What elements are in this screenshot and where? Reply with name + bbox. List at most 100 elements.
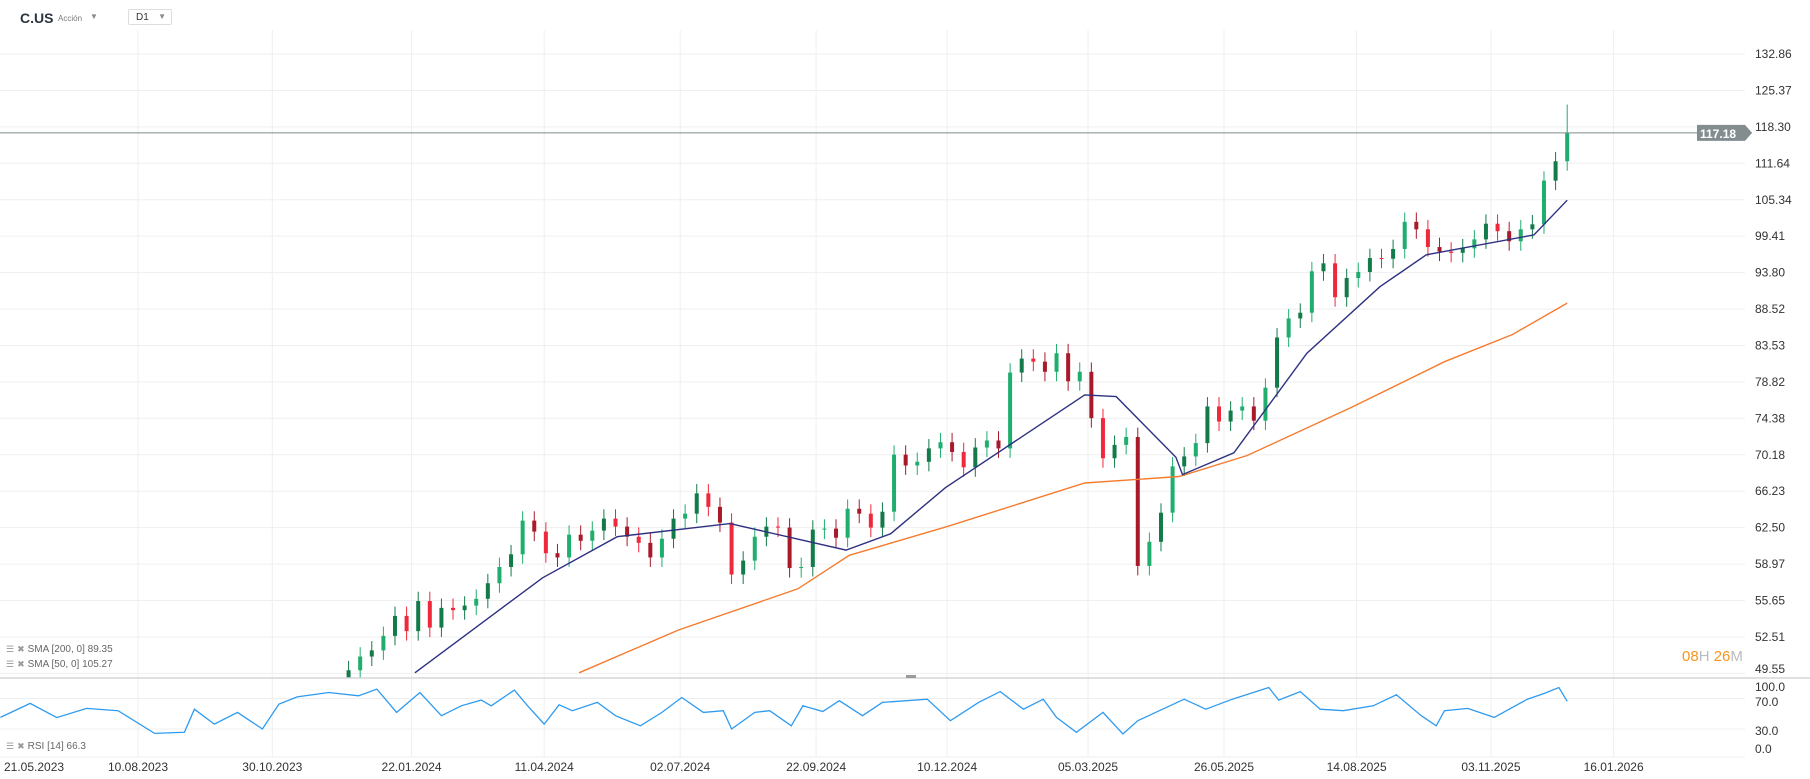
rsi-tick-label: 0.0 [1755, 742, 1772, 756]
candle-up [938, 442, 943, 449]
date-tick-label: 02.07.2024 [650, 760, 710, 774]
candle-countdown: 08H 26M [1682, 648, 1743, 665]
countdown-hours: 08 [1682, 648, 1699, 665]
date-tick-label: 30.10.2023 [242, 760, 302, 774]
candles [346, 104, 1570, 678]
timeframe-select[interactable]: D1 ▼ [128, 9, 172, 25]
candle-down [578, 534, 583, 541]
price-tick-label: 49.55 [1755, 662, 1785, 676]
candle-down [1251, 406, 1256, 421]
candle-down [1333, 263, 1338, 298]
candle-down [1217, 406, 1222, 422]
candle-up [1193, 443, 1198, 457]
price-tick-label: 125.37 [1755, 83, 1792, 97]
timeframe-value: D1 [136, 12, 149, 23]
candle-up [1565, 132, 1570, 162]
candle-down [1135, 436, 1140, 566]
date-tick-label: 11.04.2024 [515, 760, 574, 774]
close-icon[interactable]: ✖ [17, 741, 25, 751]
candle-up [1158, 512, 1163, 542]
candle-up [1460, 248, 1465, 253]
candle-up [474, 598, 479, 606]
price-axis: 132.86 125.37 118.30 111.64 105.34 99.41 93.80… [1755, 47, 1792, 676]
candle-down [1437, 247, 1442, 252]
candle-down [1379, 258, 1384, 260]
legend-sma200[interactable]: ☰ ✖ SMA [200, 0] 89.35 [6, 644, 113, 655]
last-price-label: 117.18 [1700, 127, 1736, 141]
symbol-title[interactable]: C.US [20, 10, 54, 26]
candle-up [845, 508, 850, 538]
candle-down [961, 451, 966, 468]
settings-icon[interactable]: ☰ [6, 659, 15, 669]
caret-down-icon[interactable]: ▼ [90, 12, 98, 21]
settings-icon[interactable]: ☰ [6, 741, 15, 751]
close-icon[interactable]: ✖ [17, 644, 25, 654]
candle-down [1031, 358, 1036, 362]
candle-down [543, 531, 548, 554]
candle-down [1414, 221, 1419, 230]
candle-up [485, 583, 490, 599]
candle-down [427, 601, 432, 628]
candle-up [462, 605, 467, 611]
price-tick-label: 55.65 [1755, 593, 1785, 607]
candle-down [868, 513, 873, 528]
price-tick-label: 83.53 [1755, 338, 1785, 352]
candle-down [532, 520, 537, 532]
candle-down [1100, 418, 1105, 459]
close-icon[interactable]: ✖ [17, 659, 25, 669]
candle-up [671, 518, 676, 539]
candle-down [451, 607, 456, 611]
candle-up [1356, 271, 1361, 279]
rsi-axis: 100.070.0 30.0 0.0 [1755, 680, 1785, 756]
candle-up [822, 528, 827, 530]
date-tick-label: 14.08.2025 [1327, 760, 1387, 774]
panel-resize-handle[interactable] [906, 675, 916, 678]
candle-down [787, 527, 792, 569]
candle-up [520, 520, 525, 555]
date-tick-label: 22.09.2024 [786, 760, 846, 774]
candle-up [892, 454, 897, 512]
countdown-minutes-unit: M [1730, 648, 1743, 665]
candle-up [346, 670, 351, 678]
candle-up [601, 518, 606, 531]
price-grid [0, 53, 1745, 674]
candle-up [1321, 263, 1326, 272]
candle-down [613, 518, 618, 527]
price-tick-label: 111.64 [1755, 156, 1790, 170]
legend-rsi[interactable]: ☰ ✖ RSI [14] 66.3 [6, 741, 86, 752]
candle-up [1147, 541, 1152, 566]
legend-label: SMA [50, 0] 105.27 [27, 659, 113, 670]
date-tick-label: 05.03.2025 [1058, 760, 1118, 774]
candle-up [810, 529, 815, 567]
candle-up [1530, 224, 1535, 230]
rsi-line [0, 686, 1568, 735]
candle-up [1472, 239, 1477, 249]
last-price-marker: 117.18 [0, 124, 1752, 141]
candle-up [439, 607, 444, 628]
date-tick-label: 22.01.2024 [382, 760, 442, 774]
settings-icon[interactable]: ☰ [6, 644, 15, 654]
candle-up [1286, 318, 1291, 338]
moving-averages [414, 199, 1568, 674]
price-tick-label: 93.80 [1755, 266, 1785, 280]
candle-down [903, 454, 908, 466]
candle-up [1182, 456, 1187, 467]
candle-up [984, 440, 989, 448]
chevron-down-icon: ▼ [158, 12, 166, 21]
candle-up [1483, 223, 1488, 240]
candle-down [996, 440, 1001, 449]
date-tick-label: 16.01.2026 [1584, 760, 1644, 774]
date-tick-label: 03.11.2025 [1461, 760, 1520, 774]
candle-up [497, 566, 502, 584]
price-tick-label: 118.30 [1755, 120, 1791, 134]
candle-up [1263, 387, 1268, 421]
date-tick-label: 26.05.2025 [1194, 760, 1254, 774]
price-tick-label: 52.51 [1755, 630, 1785, 644]
candle-up [358, 656, 363, 671]
candle-down [1449, 251, 1454, 253]
price-tick-label: 66.23 [1755, 484, 1785, 498]
legend-sma50[interactable]: ☰ ✖ SMA [50, 0] 105.27 [6, 659, 113, 670]
candle-up [381, 635, 386, 651]
price-tick-label: 74.38 [1755, 411, 1785, 425]
